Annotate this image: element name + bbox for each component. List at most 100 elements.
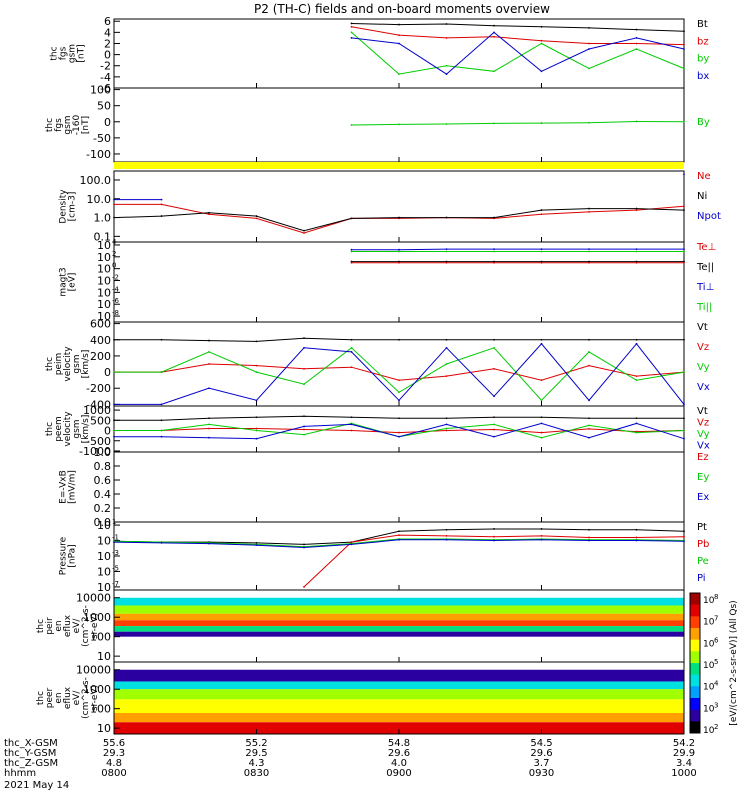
data-point bbox=[350, 543, 353, 546]
panel-frame bbox=[113, 321, 685, 407]
y-axis-label: [km/s] bbox=[81, 350, 91, 379]
data-point bbox=[160, 215, 163, 217]
data-point bbox=[493, 216, 495, 219]
y-axis-label: thc bbox=[50, 46, 60, 60]
y-axis-label: gsm bbox=[72, 419, 82, 438]
colorbar-swatch bbox=[690, 593, 700, 606]
data-point bbox=[350, 25, 353, 28]
y-tick-label: 600 bbox=[90, 318, 111, 331]
y-tick-label: 400 bbox=[90, 334, 111, 347]
data-point bbox=[635, 417, 638, 420]
y-tick-label: -1000 bbox=[79, 445, 111, 458]
data-point bbox=[208, 436, 210, 439]
spectrogram-layer bbox=[114, 613, 684, 621]
data-point bbox=[398, 34, 400, 37]
y-axis-label: [km/s] bbox=[81, 415, 91, 444]
legend-entry: bx bbox=[697, 71, 709, 82]
spectrogram-layer bbox=[114, 722, 684, 734]
y-tick-exponent: -4 bbox=[112, 285, 120, 293]
y-tick-label: 10 bbox=[97, 310, 111, 323]
data-point bbox=[113, 198, 115, 201]
data-point bbox=[303, 337, 305, 340]
data-point bbox=[445, 429, 448, 432]
y-tick-exponent: -1 bbox=[112, 534, 119, 542]
y-tick-label: 10000 bbox=[76, 664, 111, 677]
data-point bbox=[350, 423, 353, 426]
data-point bbox=[350, 338, 353, 341]
y-tick-label: 0.0 bbox=[94, 516, 112, 529]
colorbar-swatch bbox=[690, 674, 700, 687]
legend-entry: Ez bbox=[697, 452, 709, 463]
data-point bbox=[588, 338, 590, 341]
data-point bbox=[635, 539, 638, 542]
legend-entry: Ex bbox=[697, 492, 709, 503]
data-point bbox=[635, 375, 638, 378]
data-point bbox=[160, 198, 163, 201]
data-point bbox=[445, 261, 448, 264]
data-point bbox=[683, 48, 685, 50]
colorbar-tick-exponent: 7 bbox=[714, 615, 718, 623]
data-point bbox=[588, 417, 590, 420]
y-tick-label: 0.8 bbox=[94, 460, 112, 473]
data-point bbox=[398, 431, 400, 434]
spectrogram-layer bbox=[114, 669, 684, 682]
data-point bbox=[635, 250, 638, 253]
data-point bbox=[350, 31, 353, 34]
y-axis-label: [nPa] bbox=[68, 544, 78, 567]
data-point bbox=[493, 367, 495, 370]
y-tick-label: 10 bbox=[97, 298, 111, 311]
data-point bbox=[493, 31, 495, 34]
data-point bbox=[350, 248, 353, 251]
colorbar-tick-label: 10 bbox=[703, 661, 715, 671]
data-point bbox=[208, 211, 210, 214]
data-point bbox=[445, 64, 448, 67]
data-point bbox=[398, 23, 400, 26]
x-axis-value: 29.6 bbox=[530, 748, 552, 759]
x-axis-row-label: thc_Z-GSM bbox=[4, 758, 58, 769]
y-tick-label: 10 bbox=[97, 535, 111, 548]
x-axis-value: 0930 bbox=[529, 768, 554, 779]
data-point bbox=[303, 543, 305, 546]
panel-density: 100.0 10.0 1.0 0.1 Density [cm-3] Ne Ni Npot bbox=[59, 170, 721, 243]
x-axis-row-label: thc_Y-GSM bbox=[4, 748, 56, 759]
data-point bbox=[540, 250, 543, 253]
data-point bbox=[588, 42, 590, 45]
data-point bbox=[445, 123, 448, 125]
data-point bbox=[350, 261, 353, 264]
y-tick-label: 0 bbox=[104, 366, 111, 379]
data-point bbox=[303, 232, 305, 234]
data-point bbox=[540, 70, 543, 73]
x-axis-value: 4.3 bbox=[249, 758, 265, 769]
y-tick-label: 10 bbox=[97, 722, 111, 735]
data-point bbox=[350, 350, 353, 353]
data-point bbox=[635, 48, 638, 50]
data-point bbox=[350, 366, 353, 369]
data-point bbox=[540, 248, 543, 251]
series-line-temp-Ti⊥ bbox=[351, 248, 684, 251]
data-point bbox=[540, 261, 543, 264]
data-point bbox=[398, 248, 400, 251]
data-point bbox=[635, 528, 638, 531]
data-point bbox=[303, 428, 305, 431]
data-point bbox=[445, 73, 448, 75]
colorbar-tick-label: 10 bbox=[703, 683, 715, 693]
y-axis-label: eflux bbox=[63, 686, 73, 709]
y-tick-label: -2 bbox=[100, 60, 111, 73]
series-line-pressure-Pi bbox=[113, 539, 685, 549]
y-tick-label: 100 bbox=[90, 703, 111, 716]
data-point bbox=[160, 419, 163, 422]
y-axis-label: eflux bbox=[63, 614, 73, 637]
data-point bbox=[588, 436, 590, 439]
series-line-fgs-bz bbox=[351, 26, 685, 46]
colorbar-swatch bbox=[690, 698, 700, 711]
y-tick-label: 1000 bbox=[83, 611, 111, 624]
data-point bbox=[255, 429, 258, 432]
x-axis-value: 4.0 bbox=[391, 758, 407, 769]
data-point bbox=[255, 399, 258, 402]
y-tick-label: -400 bbox=[86, 398, 111, 411]
y-tick-label: 0 bbox=[104, 49, 111, 62]
data-point bbox=[445, 346, 448, 349]
data-point bbox=[113, 541, 115, 543]
data-point bbox=[255, 364, 258, 367]
y-tick-label: 50 bbox=[97, 100, 111, 113]
